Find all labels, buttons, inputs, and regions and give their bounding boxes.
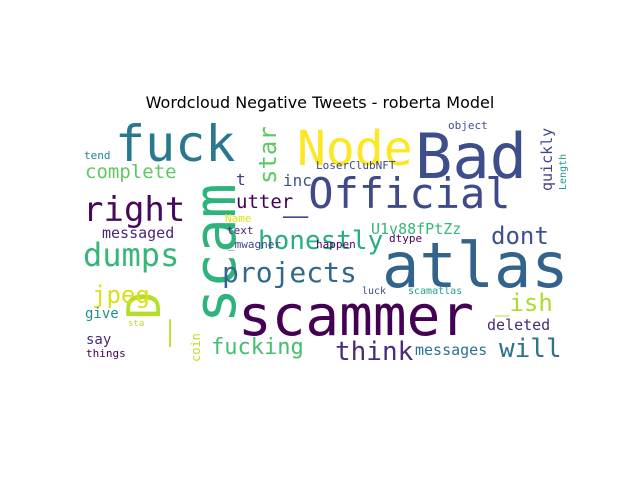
word-object: object — [448, 119, 488, 132]
word-utter: utter — [236, 191, 293, 213]
word-quickly: quickly — [538, 128, 556, 191]
word-scam: scam — [181, 183, 249, 323]
word-deleted: deleted — [487, 316, 550, 334]
word-node: Node — [297, 121, 413, 177]
word-scamatlas: scamatlas — [408, 286, 462, 297]
word-dtype: dtype — [389, 232, 422, 245]
word-u1v88fptzz: U1v88fPtZz — [371, 220, 461, 238]
word-jpeg: jpeg — [92, 281, 150, 309]
word-fucking: fucking — [211, 335, 304, 360]
word-coin: coin — [189, 333, 203, 362]
word-things: things — [86, 347, 126, 360]
word-official: _Official — [283, 169, 511, 218]
word-tend: tend — [84, 149, 111, 162]
word-scammer: scammer — [238, 284, 474, 349]
word-ish: _ish — [495, 289, 553, 317]
word-bad: Bad — [415, 120, 527, 193]
word-name: Name — [225, 212, 252, 225]
word-messages: messages — [415, 341, 487, 359]
word-honestly: honestly — [258, 226, 383, 256]
word-fuck: fuck — [115, 115, 235, 173]
word-complete: complete — [85, 161, 177, 183]
word-happen: happen — [316, 238, 356, 251]
word-sta: sta — [128, 319, 144, 329]
word-dont: dont — [491, 222, 549, 250]
word-loserclubnft: LoserClubNFT — [316, 159, 396, 172]
word-length: Length — [558, 154, 569, 190]
word-mwagner: _mwagner — [228, 238, 281, 251]
word-star: star — [254, 126, 282, 184]
word-text: text — [227, 224, 254, 237]
word-inc: inc — [283, 171, 312, 190]
word-will: will — [499, 334, 562, 364]
word-say: say — [86, 332, 111, 348]
word-atlas: atlas — [382, 229, 569, 302]
word-luck: luck — [362, 286, 386, 297]
chart-title: Wordcloud Negative Tweets - roberta Mode… — [145, 93, 495, 112]
word-messaged: messaged — [102, 224, 174, 242]
word-dumps: dumps — [83, 236, 179, 274]
word-t: t — [236, 170, 246, 189]
word-projects: projects — [222, 256, 357, 289]
word-give: give — [85, 306, 119, 322]
word-think: think — [335, 337, 414, 367]
word-d: _D — [117, 292, 171, 347]
word-right: right — [83, 190, 185, 230]
